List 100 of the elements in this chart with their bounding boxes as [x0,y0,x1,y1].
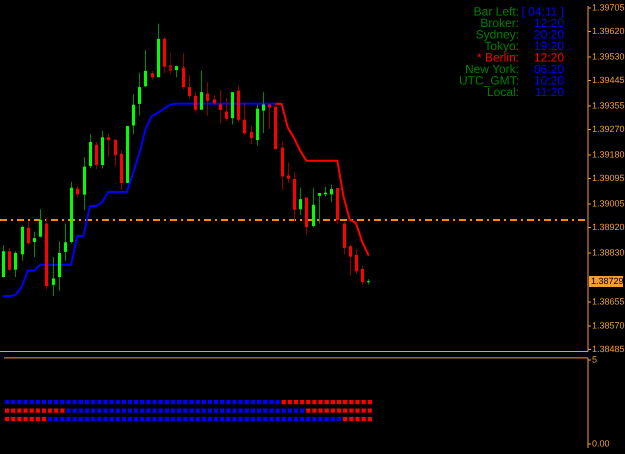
candlestick [243,102,246,136]
point [282,400,286,404]
point [11,400,16,404]
candlestick [268,102,271,130]
point [312,400,317,404]
y-tick-label: 5 [592,354,598,365]
annotation: 11:20 [534,85,564,100]
point [78,408,83,413]
point [220,400,224,404]
y-tick-label: 1.39620 [592,26,625,36]
candlestick [219,89,222,124]
candlestick [14,250,17,278]
candlestick [107,134,110,158]
candlestick [52,256,55,297]
point [30,416,34,422]
annotation: 10:20 [534,74,564,88]
candlestick [262,92,265,134]
candlestick [355,249,358,274]
annotation: 19:20 [534,39,564,54]
point [238,400,243,404]
point [196,408,200,413]
y-tick-label: 1.38655 [592,296,625,306]
y-tick-label: 1.38830 [592,247,625,258]
point [244,400,249,404]
point [324,416,329,422]
point [189,400,194,404]
candlestick [182,52,185,90]
point [134,416,138,422]
point [78,400,83,404]
point [220,408,224,413]
point [208,400,212,404]
point [196,416,200,422]
point [116,408,120,413]
point [288,416,292,422]
point [343,400,348,404]
annotation: Bar Left: [474,4,519,19]
candlestick [114,138,117,168]
point [97,400,102,404]
point [196,400,200,404]
point [269,400,274,404]
point [134,400,138,404]
point [48,400,52,404]
candlestick [132,94,135,135]
point [300,416,304,422]
candlestick [95,142,98,170]
point [256,400,262,404]
point [330,400,336,404]
point [152,400,157,404]
point [17,416,22,422]
point [158,416,163,422]
annotation: New York: [464,62,519,76]
point [4,400,10,404]
point [343,416,348,422]
point [170,400,176,404]
point [30,408,34,413]
point [78,416,83,422]
annotation: 20:20 [534,28,564,42]
point [349,408,354,413]
point [109,400,114,404]
point [97,408,102,413]
point [91,400,96,404]
y-tick-label: 1.38570 [592,320,625,330]
candlestick [169,52,172,76]
point [202,400,206,404]
point [263,400,268,404]
point [158,408,163,413]
candlestick [39,208,42,238]
candlestick [27,220,30,245]
point [318,400,323,404]
point [84,400,90,404]
point [146,400,151,404]
y-tick-label: 1.39445 [592,75,625,86]
point [368,416,372,422]
point [183,400,188,404]
candlestick [76,185,79,198]
point [177,400,182,404]
point [97,416,102,422]
point [91,416,96,422]
point [134,408,138,413]
point [362,400,366,404]
point [244,416,249,422]
point [17,400,22,404]
y-tick-label: 1.39180 [592,149,625,160]
point [232,400,237,404]
point [263,408,268,413]
point [244,408,249,413]
point [36,416,40,422]
candlestick [200,70,203,110]
point [54,400,58,404]
point [324,400,329,404]
candlestick [144,50,147,88]
point [214,400,218,404]
annotation: 06:20 [534,62,564,76]
point [183,416,188,422]
candlestick [138,72,141,116]
point [36,400,40,404]
point [66,400,71,404]
point [72,400,77,404]
point [263,416,268,422]
point [349,400,354,404]
